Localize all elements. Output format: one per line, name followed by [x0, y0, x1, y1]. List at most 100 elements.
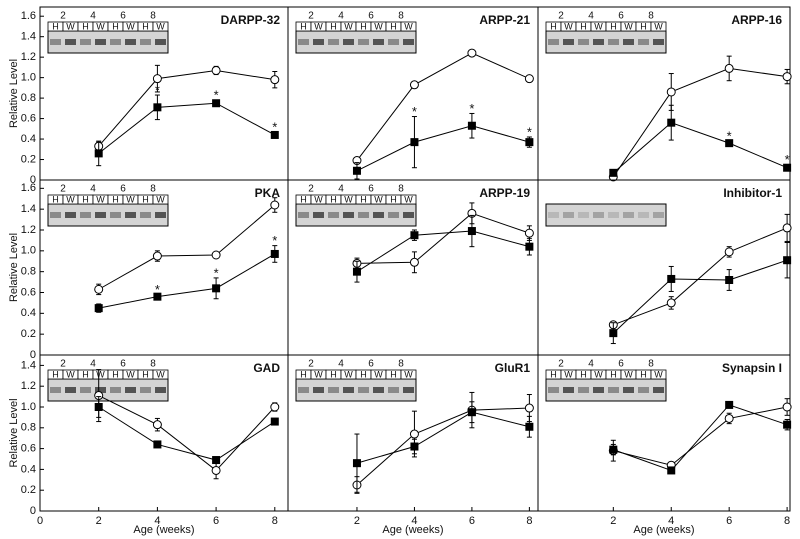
point — [94, 284, 104, 294]
series-line — [98, 406, 276, 461]
lane-label: W — [404, 369, 413, 379]
y-tick-label: 1.0 — [21, 72, 36, 84]
lane-box — [400, 369, 417, 380]
blot-band — [50, 212, 61, 218]
blot-band — [313, 212, 324, 218]
lane-label: H — [360, 194, 367, 204]
lane-label: H — [580, 369, 587, 379]
blot-band — [358, 39, 369, 45]
panel-title: Synapsin I — [722, 361, 782, 375]
lane-label: H — [82, 194, 89, 204]
blot-band — [608, 387, 619, 393]
blot-band — [65, 39, 76, 45]
y-axis-label: Relative Level — [8, 233, 20, 302]
lane-box — [650, 21, 667, 32]
y-tick-label: 0.2 — [21, 153, 36, 165]
x-tick-label: 2 — [96, 515, 102, 527]
blot-band — [80, 212, 91, 218]
blot-band — [140, 212, 151, 218]
x-tick-label: 6 — [213, 515, 219, 527]
blot-band — [548, 387, 559, 393]
y-tick-label: 1.0 — [21, 401, 36, 413]
blot-week-label: 8 — [398, 11, 404, 22]
blot-inset — [545, 203, 667, 227]
lane-label: H — [142, 21, 149, 31]
y-tick-label: 0.8 — [21, 266, 36, 278]
point — [352, 459, 361, 468]
lane-label: H — [360, 21, 367, 31]
blot-band — [298, 212, 309, 218]
lane-label: W — [564, 369, 573, 379]
point — [609, 329, 618, 338]
point — [409, 257, 419, 267]
blot-week-label: 2 — [308, 184, 314, 195]
lane-label: H — [550, 21, 557, 31]
x-axis-label: Age (weeks) — [633, 524, 694, 536]
blot-band — [563, 39, 574, 45]
series-line — [98, 204, 276, 290]
blot-band — [110, 387, 121, 393]
point — [782, 72, 792, 82]
blot-week-label: 4 — [338, 11, 344, 22]
blot-band — [155, 387, 166, 393]
lane-label: W — [344, 21, 353, 31]
lane-label: H — [112, 369, 119, 379]
point — [409, 80, 419, 90]
lane-label: W — [66, 21, 75, 31]
lane-label: H — [52, 194, 59, 204]
blot-week-label: 8 — [648, 11, 654, 22]
series-line — [98, 102, 276, 154]
blot-week-label: 4 — [338, 184, 344, 195]
lane-label: W — [374, 369, 383, 379]
blot-band — [298, 39, 309, 45]
panel-title: GAD — [253, 361, 280, 375]
lane-label: H — [52, 21, 59, 31]
point — [609, 168, 618, 177]
blot-band — [593, 212, 604, 218]
lane-label: W — [624, 369, 633, 379]
y-tick-label: 1.6 — [21, 10, 36, 22]
y-tick-label: 1.2 — [21, 51, 36, 63]
lane-label: H — [112, 194, 119, 204]
point — [783, 163, 792, 172]
point — [270, 75, 280, 85]
blot-week-label: 4 — [588, 11, 594, 22]
blot-band — [358, 387, 369, 393]
blot-band — [403, 212, 414, 218]
blot-week-label: 2 — [60, 359, 66, 370]
lane-label: W — [594, 21, 603, 31]
blot-band — [110, 39, 121, 45]
y-tick-label: 0.4 — [21, 463, 36, 475]
y-tick-label: 0.2 — [21, 484, 36, 496]
lane-label: W — [156, 194, 165, 204]
point — [211, 465, 221, 475]
blot-band — [343, 212, 354, 218]
series-line — [613, 404, 788, 472]
x-tick-label: 2 — [610, 515, 616, 527]
y-tick-label: 0.6 — [21, 286, 36, 298]
point — [467, 121, 476, 130]
significance-mark: * — [155, 282, 160, 297]
y-tick-label: 0 — [30, 174, 36, 186]
point — [525, 422, 534, 431]
point — [525, 138, 534, 147]
blot-band — [140, 39, 151, 45]
lane-label: H — [52, 369, 59, 379]
point — [524, 403, 534, 413]
blot-week-label: 8 — [398, 184, 404, 195]
lane-label: H — [360, 369, 367, 379]
panel-title: Inhibitor-1 — [723, 186, 782, 200]
blot-band — [653, 39, 664, 45]
significance-mark: * — [155, 82, 160, 97]
blot-band — [578, 387, 589, 393]
lane-label: W — [344, 369, 353, 379]
point — [467, 408, 476, 417]
series-line — [98, 253, 276, 309]
blot-band — [373, 212, 384, 218]
point — [153, 440, 162, 449]
lane-label: H — [300, 369, 307, 379]
x-tick-label: 8 — [784, 515, 790, 527]
lane-label: W — [404, 194, 413, 204]
point — [724, 63, 734, 73]
blot-band — [125, 39, 136, 45]
